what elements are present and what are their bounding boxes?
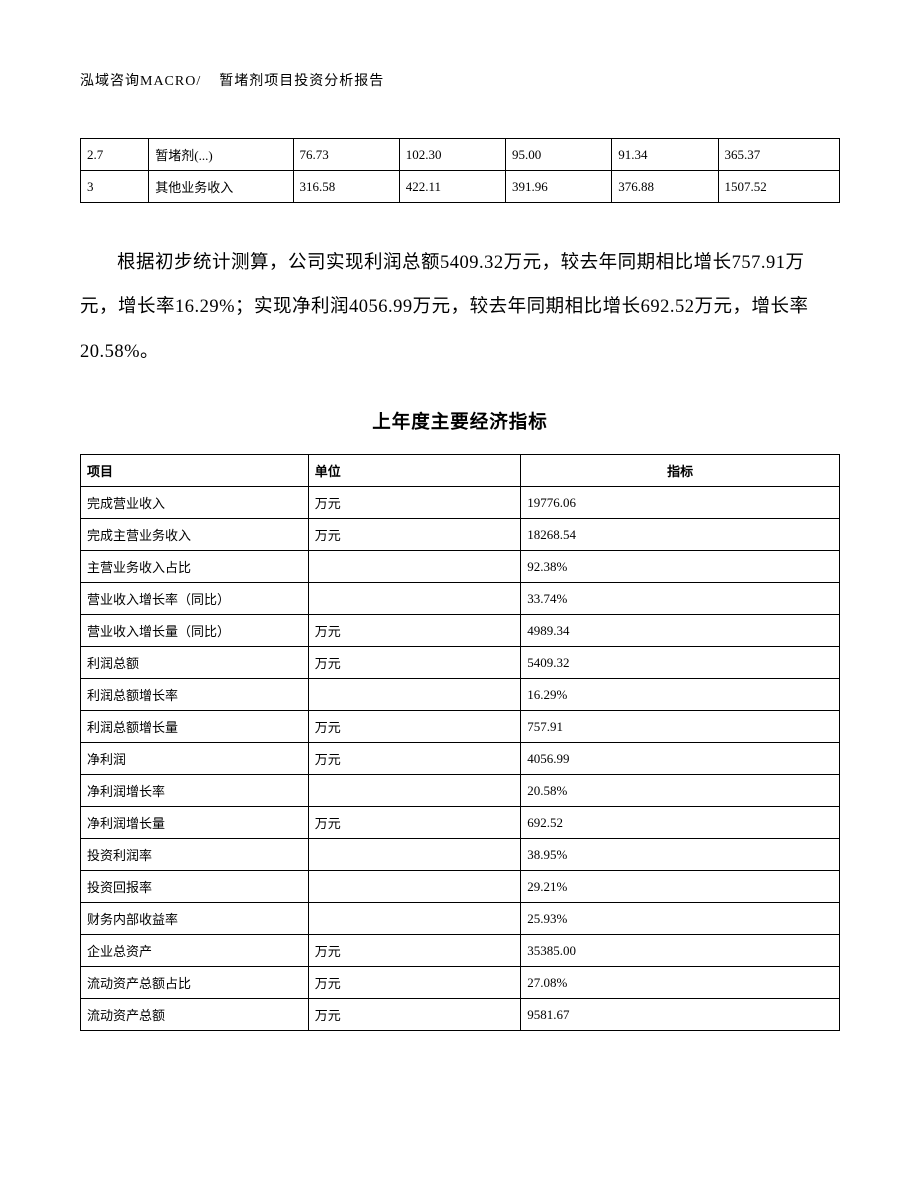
cell: 757.91 <box>521 711 840 743</box>
cell <box>308 871 521 903</box>
cell: 38.95% <box>521 839 840 871</box>
table-row: 3 其他业务收入 316.58 422.11 391.96 376.88 150… <box>81 171 840 203</box>
cell: 316.58 <box>293 171 399 203</box>
table-row: 流动资产总额万元9581.67 <box>81 999 840 1031</box>
table-row: 净利润万元4056.99 <box>81 743 840 775</box>
cell: 18268.54 <box>521 519 840 551</box>
cell: 营业收入增长率（同比） <box>81 583 309 615</box>
table-row: 财务内部收益率 25.93% <box>81 903 840 935</box>
cell: 91.34 <box>612 139 718 171</box>
table-row: 流动资产总额占比万元27.08% <box>81 967 840 999</box>
table-row: 利润总额增长率 16.29% <box>81 679 840 711</box>
cell: 4989.34 <box>521 615 840 647</box>
cell: 92.38% <box>521 551 840 583</box>
cell: 20.58% <box>521 775 840 807</box>
cell: 利润总额增长量 <box>81 711 309 743</box>
cell: 2.7 <box>81 139 149 171</box>
cell <box>308 903 521 935</box>
cell: 企业总资产 <box>81 935 309 967</box>
table-header-row: 项目 单位 指标 <box>81 455 840 487</box>
cell: 5409.32 <box>521 647 840 679</box>
cell: 暂堵剂(...) <box>149 139 293 171</box>
table-row: 营业收入增长量（同比）万元4989.34 <box>81 615 840 647</box>
col-header-unit: 单位 <box>308 455 521 487</box>
cell: 投资回报率 <box>81 871 309 903</box>
cell: 692.52 <box>521 807 840 839</box>
indicators-table-body: 完成营业收入万元19776.06完成主营业务收入万元18268.54主营业务收入… <box>81 487 840 1031</box>
section-title: 上年度主要经济指标 <box>80 408 840 434</box>
cell: 万元 <box>308 807 521 839</box>
cell <box>308 551 521 583</box>
cell: 16.29% <box>521 679 840 711</box>
cell: 净利润增长量 <box>81 807 309 839</box>
table-row: 利润总额增长量万元757.91 <box>81 711 840 743</box>
table-row: 投资回报率 29.21% <box>81 871 840 903</box>
cell: 万元 <box>308 743 521 775</box>
cell: 完成营业收入 <box>81 487 309 519</box>
cell: 万元 <box>308 487 521 519</box>
cell: 376.88 <box>612 171 718 203</box>
cell: 391.96 <box>506 171 612 203</box>
table-row: 完成主营业务收入万元18268.54 <box>81 519 840 551</box>
cell: 95.00 <box>506 139 612 171</box>
table-row: 营业收入增长率（同比） 33.74% <box>81 583 840 615</box>
cell: 其他业务收入 <box>149 171 293 203</box>
cell: 9581.67 <box>521 999 840 1031</box>
top-data-table: 2.7 暂堵剂(...) 76.73 102.30 95.00 91.34 36… <box>80 138 840 203</box>
indicators-table-head: 项目 单位 指标 <box>81 455 840 487</box>
cell: 主营业务收入占比 <box>81 551 309 583</box>
cell: 营业收入增长量（同比） <box>81 615 309 647</box>
cell: 29.21% <box>521 871 840 903</box>
cell <box>308 583 521 615</box>
cell: 净利润增长率 <box>81 775 309 807</box>
cell: 利润总额增长率 <box>81 679 309 711</box>
table-row: 投资利润率 38.95% <box>81 839 840 871</box>
header-left: 泓域咨询MACRO/ <box>80 74 201 89</box>
table-row: 净利润增长率 20.58% <box>81 775 840 807</box>
cell: 流动资产总额 <box>81 999 309 1031</box>
cell <box>308 679 521 711</box>
col-header-item: 项目 <box>81 455 309 487</box>
cell: 净利润 <box>81 743 309 775</box>
cell <box>308 839 521 871</box>
cell: 76.73 <box>293 139 399 171</box>
summary-paragraph: 根据初步统计测算，公司实现利润总额5409.32万元，较去年同期相比增长757.… <box>80 241 840 374</box>
cell: 万元 <box>308 999 521 1031</box>
cell: 422.11 <box>399 171 505 203</box>
cell: 19776.06 <box>521 487 840 519</box>
cell: 完成主营业务收入 <box>81 519 309 551</box>
cell: 万元 <box>308 935 521 967</box>
table-row: 净利润增长量万元692.52 <box>81 807 840 839</box>
cell: 25.93% <box>521 903 840 935</box>
cell: 365.37 <box>718 139 840 171</box>
cell: 流动资产总额占比 <box>81 967 309 999</box>
table-row: 2.7 暂堵剂(...) 76.73 102.30 95.00 91.34 36… <box>81 139 840 171</box>
cell: 3 <box>81 171 149 203</box>
col-header-value: 指标 <box>521 455 840 487</box>
indicators-table: 项目 单位 指标 完成营业收入万元19776.06完成主营业务收入万元18268… <box>80 454 840 1031</box>
table-row: 企业总资产万元35385.00 <box>81 935 840 967</box>
cell <box>308 775 521 807</box>
cell: 利润总额 <box>81 647 309 679</box>
cell: 35385.00 <box>521 935 840 967</box>
cell: 1507.52 <box>718 171 840 203</box>
table-row: 完成营业收入万元19776.06 <box>81 487 840 519</box>
top-table-body: 2.7 暂堵剂(...) 76.73 102.30 95.00 91.34 36… <box>81 139 840 203</box>
cell: 万元 <box>308 647 521 679</box>
cell: 财务内部收益率 <box>81 903 309 935</box>
cell: 投资利润率 <box>81 839 309 871</box>
header-right: 暂堵剂项目投资分析报告 <box>219 74 384 89</box>
cell: 万元 <box>308 615 521 647</box>
table-row: 利润总额万元5409.32 <box>81 647 840 679</box>
page-header: 泓域咨询MACRO/暂堵剂项目投资分析报告 <box>80 70 840 90</box>
cell: 万元 <box>308 711 521 743</box>
cell: 万元 <box>308 519 521 551</box>
cell: 102.30 <box>399 139 505 171</box>
cell: 33.74% <box>521 583 840 615</box>
cell: 27.08% <box>521 967 840 999</box>
table-row: 主营业务收入占比 92.38% <box>81 551 840 583</box>
cell: 万元 <box>308 967 521 999</box>
cell: 4056.99 <box>521 743 840 775</box>
